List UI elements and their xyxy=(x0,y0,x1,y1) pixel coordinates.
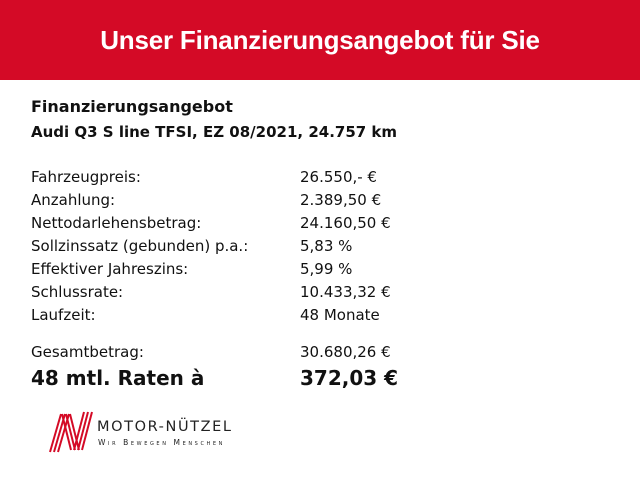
row-effektiver-jahreszins: Effektiver Jahreszins: 5,99 % xyxy=(31,260,431,280)
row-label: Sollzinssatz (gebunden) p.a.: xyxy=(31,237,249,255)
row-value: 10.433,32 € xyxy=(300,283,391,301)
row-value: 30.680,26 € xyxy=(300,343,391,361)
row-anzahlung: Anzahlung: 2.389,50 € xyxy=(31,191,431,211)
row-nettodarlehensbetrag: Nettodarlehensbetrag: 24.160,50 € xyxy=(31,214,431,234)
row-schlussrate: Schlussrate: 10.433,32 € xyxy=(31,283,431,303)
row-label: Schlussrate: xyxy=(31,283,124,301)
row-label: Fahrzeugpreis: xyxy=(31,168,141,186)
row-label: Effektiver Jahreszins: xyxy=(31,260,189,278)
row-monthly-rate: 48 mtl. Raten à 372,03 € xyxy=(31,366,431,392)
logo-tagline: Wir Bewegen Menschen xyxy=(98,438,226,447)
rate-label: 48 mtl. Raten à xyxy=(31,366,205,390)
row-value: 26.550,- € xyxy=(300,168,377,186)
rate-value: 372,03 € xyxy=(300,366,399,390)
logo-n-icon xyxy=(49,411,93,453)
row-value: 2.389,50 € xyxy=(300,191,382,209)
header-banner: Unser Finanzierungsangebot für Sie xyxy=(0,0,640,80)
row-value: 24.160,50 € xyxy=(300,214,391,232)
row-label: Anzahlung: xyxy=(31,191,116,209)
page-title: Unser Finanzierungsangebot für Sie xyxy=(100,24,540,55)
row-label: Nettodarlehensbetrag: xyxy=(31,214,202,232)
vehicle-info: Audi Q3 S line TFSI, EZ 08/2021, 24.757 … xyxy=(31,123,398,141)
row-sollzinssatz: Sollzinssatz (gebunden) p.a.: 5,83 % xyxy=(31,237,431,257)
offer-heading: Finanzierungsangebot xyxy=(31,97,233,116)
row-value: 5,99 % xyxy=(300,260,353,278)
row-laufzeit: Laufzeit: 48 Monate xyxy=(31,306,431,326)
row-gesamtbetrag: Gesamtbetrag: 30.680,26 € xyxy=(31,343,431,363)
logo-brand: MOTOR-NÜTZEL xyxy=(97,419,233,435)
row-fahrzeugpreis: Fahrzeugpreis: 26.550,- € xyxy=(31,168,431,188)
row-value: 48 Monate xyxy=(300,306,380,324)
row-value: 5,83 % xyxy=(300,237,353,255)
row-label: Laufzeit: xyxy=(31,306,96,324)
row-label: Gesamtbetrag: xyxy=(31,343,144,361)
motor-nuetzel-logo: MOTOR-NÜTZEL Wir Bewegen Menschen xyxy=(48,410,268,456)
